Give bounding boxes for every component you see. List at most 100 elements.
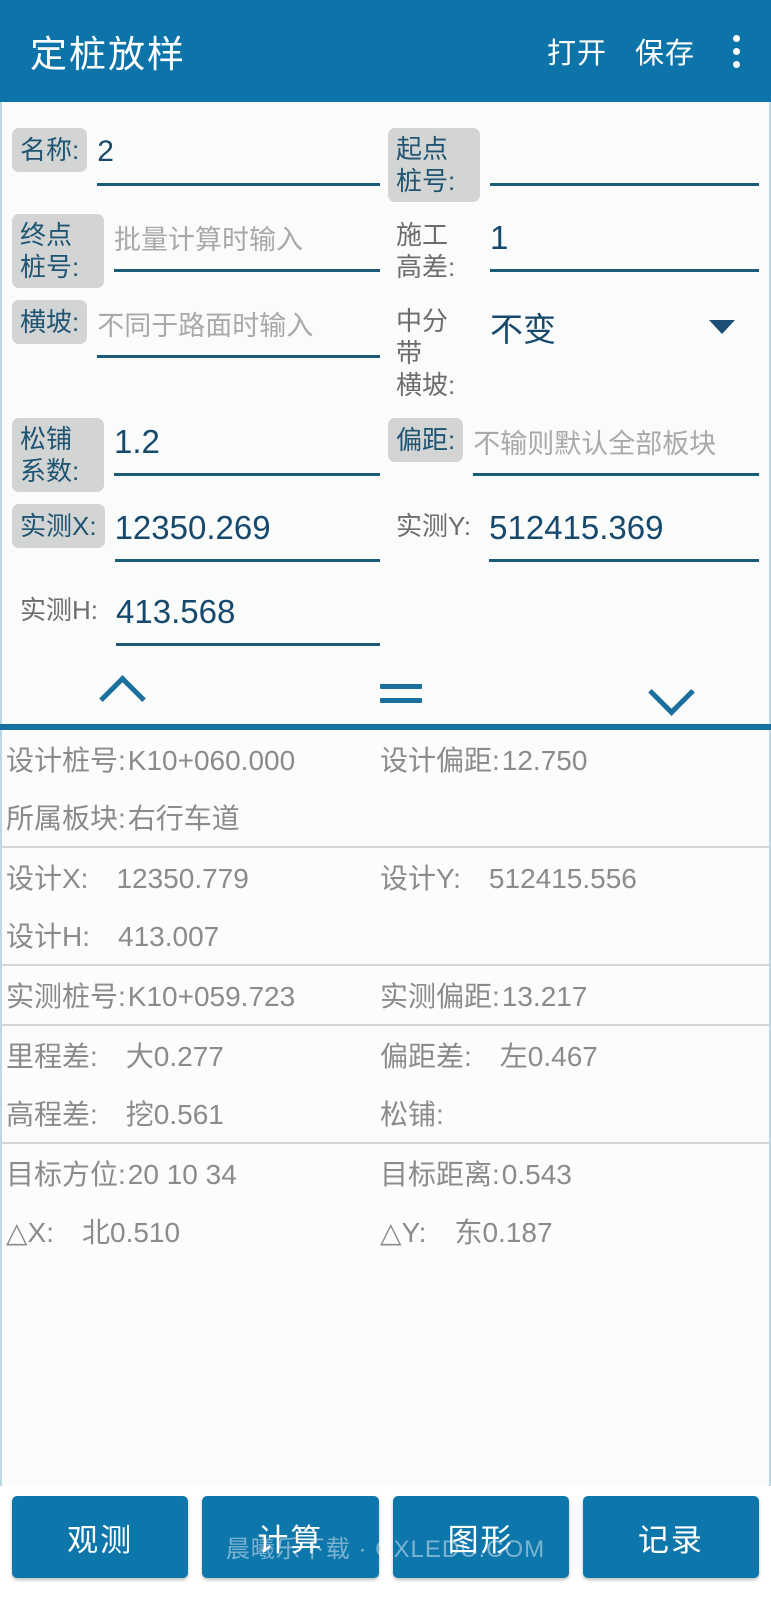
result-value: 12350.779 <box>116 863 249 894</box>
dot-1 <box>732 34 740 42</box>
field-measured-x: 实测X: 12350.269 <box>8 500 384 562</box>
bottom-action-bar: 观测 计算 图形 记录 <box>0 1486 771 1600</box>
result-group-measured-station: 实测桩号: K10+059.723 实测偏距: 13.217 <box>2 966 769 1026</box>
result-key: 偏距差: <box>380 1041 472 1072</box>
result-group-design-station: 设计桩号: K10+060.000 设计偏距: 12.750 所属板块: 右行车… <box>2 730 769 848</box>
result-key: 松铺: <box>380 1099 444 1130</box>
result-design-offset: 设计偏距: 12.750 <box>380 739 765 779</box>
result-key: 实测桩号: <box>6 981 126 1012</box>
field-construction-height-diff: 施工 高差: 1 <box>384 210 763 288</box>
more-vertical-icon[interactable] <box>719 27 753 75</box>
result-value: 20 10 34 <box>127 1159 237 1190</box>
observe-button[interactable]: 观测 <box>12 1496 189 1578</box>
field-median-cross-slope: 中分带 横坡: 不变 <box>384 296 763 406</box>
placeholder-offset: 不输则默认全部板块 <box>473 429 717 459</box>
result-row: △X: 北0.510 △Y: 东0.187 <box>2 1202 769 1260</box>
result-row: 设计桩号: K10+060.000 设计偏距: 12.750 <box>2 730 769 788</box>
input-start-station[interactable] <box>490 124 759 186</box>
input-construction-height-diff[interactable]: 1 <box>490 210 759 272</box>
dot-2 <box>732 47 740 55</box>
result-station-diff: 里程差: 大0.277 <box>6 1035 380 1075</box>
result-key: 设计偏距: <box>380 745 500 776</box>
input-loose-paving-factor[interactable]: 1.2 <box>114 414 380 476</box>
result-value: 13.217 <box>501 981 588 1012</box>
form-row-crossslope-median: 横坡: 不同于路面时输入 中分带 横坡: 不变 <box>8 290 763 408</box>
result-group-differences: 里程差: 大0.277 偏距差: 左0.467 高程差: 挖0.561 松铺: <box>2 1026 769 1144</box>
label-loose-paving-factor: 松铺 系数: <box>12 418 104 492</box>
result-key: 里程差: <box>6 1041 98 1072</box>
form-row-name-startstation: 名称: 2 起点 桩号: <box>8 118 763 204</box>
input-end-station[interactable]: 批量计算时输入 <box>114 210 380 272</box>
result-measured-station: 实测桩号: K10+059.723 <box>6 975 380 1015</box>
input-measured-y[interactable]: 512415.369 <box>489 500 759 562</box>
chevron-up-icon[interactable] <box>98 676 154 710</box>
value-measured-y: 512415.369 <box>489 508 664 546</box>
label-offset: 偏距: <box>388 418 464 462</box>
input-cross-slope[interactable]: 不同于路面时输入 <box>97 296 380 358</box>
label-median-cross-slope: 中分带 横坡: <box>396 306 456 400</box>
result-group-target: 目标方位: 20 10 34 目标距离: 0.543 △X: 北0.510 △Y… <box>2 1144 769 1260</box>
field-loose-paving-factor: 松铺 系数: 1.2 <box>8 414 384 492</box>
result-key: 高程差: <box>6 1099 98 1130</box>
result-value: 左0.467 <box>499 1041 598 1072</box>
value-construction-height-diff: 1 <box>490 218 509 256</box>
result-row: 实测桩号: K10+059.723 实测偏距: 13.217 <box>2 966 769 1024</box>
result-row: 目标方位: 20 10 34 目标距离: 0.543 <box>2 1144 769 1202</box>
result-row: 里程差: 大0.277 偏距差: 左0.467 <box>2 1026 769 1084</box>
result-key: 设计桩号: <box>6 745 126 776</box>
result-design-h: 设计H: 413.007 <box>6 915 380 955</box>
form-row-endstation-heightdiff: 终点 桩号: 批量计算时输入 施工 高差: 1 <box>8 204 763 290</box>
label-measured-h: 实测H: <box>20 595 99 625</box>
result-lane-section: 所属板块: 右行车道 <box>6 797 380 837</box>
input-measured-h[interactable]: 413.568 <box>116 584 380 646</box>
chevron-down-icon[interactable] <box>709 320 735 334</box>
placeholder-end-station: 批量计算时输入 <box>114 225 303 255</box>
label-name: 名称: <box>12 128 88 172</box>
result-row: 设计H: 413.007 <box>2 906 769 964</box>
hamburger-icon[interactable] <box>379 678 422 708</box>
value-measured-h: 413.568 <box>116 592 236 630</box>
result-group-design-coords: 设计X: 12350.779 设计Y: 512415.556 设计H: 413.… <box>2 848 769 966</box>
result-value: 北0.510 <box>82 1217 181 1248</box>
result-value: 413.007 <box>118 921 220 952</box>
result-design-x: 设计X: 12350.779 <box>6 857 380 897</box>
page-title: 定桩放样 <box>30 34 186 75</box>
result-value: 512415.556 <box>488 863 637 894</box>
dropdown-median-cross-slope[interactable]: 不变 <box>490 296 759 358</box>
result-key: 目标距离: <box>380 1159 500 1190</box>
label-start-station: 起点 桩号: <box>388 128 480 202</box>
chevron-down-icon[interactable] <box>647 676 703 710</box>
input-form-card: 名称: 2 起点 桩号: 终点 桩号: 批量计算时输入 施工 高差: <box>0 102 771 724</box>
result-value: K10+059.723 <box>127 981 296 1012</box>
input-measured-x[interactable]: 12350.269 <box>114 500 380 562</box>
result-key: 设计Y: <box>380 863 461 894</box>
label-end-station: 终点 桩号: <box>12 214 104 288</box>
result-row: 所属板块: 右行车道 <box>2 788 769 846</box>
result-key: 设计X: <box>6 863 89 894</box>
result-row: 设计X: 12350.779 设计Y: 512415.556 <box>2 848 769 906</box>
result-design-y: 设计Y: 512415.556 <box>380 857 765 897</box>
result-key: 目标方位: <box>6 1159 126 1190</box>
result-row: 高程差: 挖0.561 松铺: <box>2 1084 769 1142</box>
result-value: 大0.277 <box>125 1041 224 1072</box>
graphics-button[interactable]: 图形 <box>392 1496 569 1578</box>
label-empty <box>388 588 411 632</box>
open-button[interactable]: 打开 <box>546 38 607 70</box>
form-row-loosefactor-offset: 松铺 系数: 1.2 偏距: 不输则默认全部板块 <box>8 408 763 494</box>
save-button[interactable]: 保存 <box>634 38 695 70</box>
section-divider <box>0 724 771 730</box>
result-value: K10+060.000 <box>127 745 296 776</box>
hamburger-line-2 <box>379 697 422 703</box>
calculate-button[interactable]: 计算 <box>202 1496 379 1578</box>
field-name: 名称: 2 <box>8 124 384 186</box>
input-offset[interactable]: 不输则默认全部板块 <box>473 414 759 476</box>
label-cross-slope: 横坡: <box>12 300 88 344</box>
value-name: 2 <box>97 134 114 168</box>
record-button[interactable]: 记录 <box>582 1496 759 1578</box>
result-value: 12.750 <box>501 745 588 776</box>
input-name[interactable]: 2 <box>97 124 380 186</box>
field-offset: 偏距: 不输则默认全部板块 <box>384 414 763 476</box>
field-measured-y: 实测Y: 512415.369 <box>384 500 763 562</box>
result-target-azimuth: 目标方位: 20 10 34 <box>6 1153 380 1193</box>
